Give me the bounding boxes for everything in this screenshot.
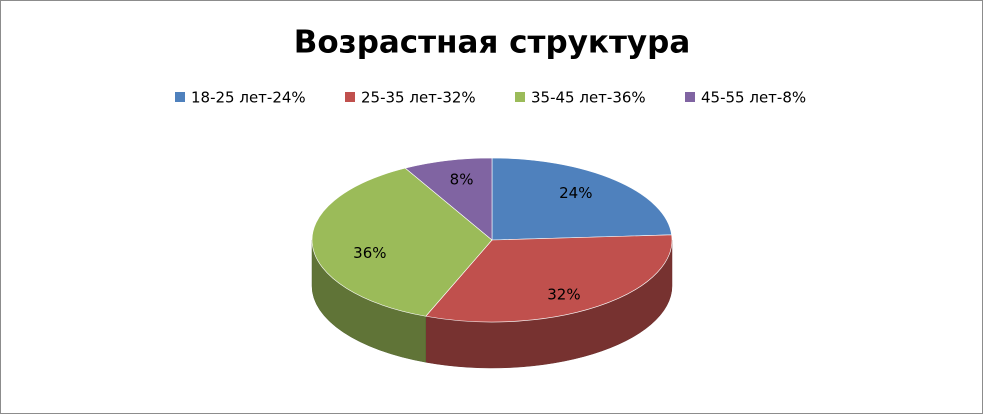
legend-label: 35-45 лет-36%	[531, 89, 646, 107]
slice	[425, 234, 673, 323]
slice	[311, 167, 493, 317]
legend-swatch	[685, 92, 695, 102]
legend-label: 45-55 лет-8%	[701, 89, 806, 107]
chart-title: Возрастная структура	[294, 25, 691, 61]
legend-swatch	[175, 92, 185, 102]
data-label: 24%	[559, 184, 592, 202]
legend-swatch	[345, 92, 355, 102]
slice	[491, 157, 672, 241]
data-label: 36%	[353, 244, 386, 262]
legend-swatch	[515, 92, 525, 102]
data-label: 32%	[547, 286, 580, 304]
legend-label: 18-25 лет-24%	[191, 89, 306, 107]
slice	[404, 157, 493, 241]
data-label: 8%	[450, 170, 474, 188]
legend-label: 25-35 лет-32%	[361, 89, 476, 107]
